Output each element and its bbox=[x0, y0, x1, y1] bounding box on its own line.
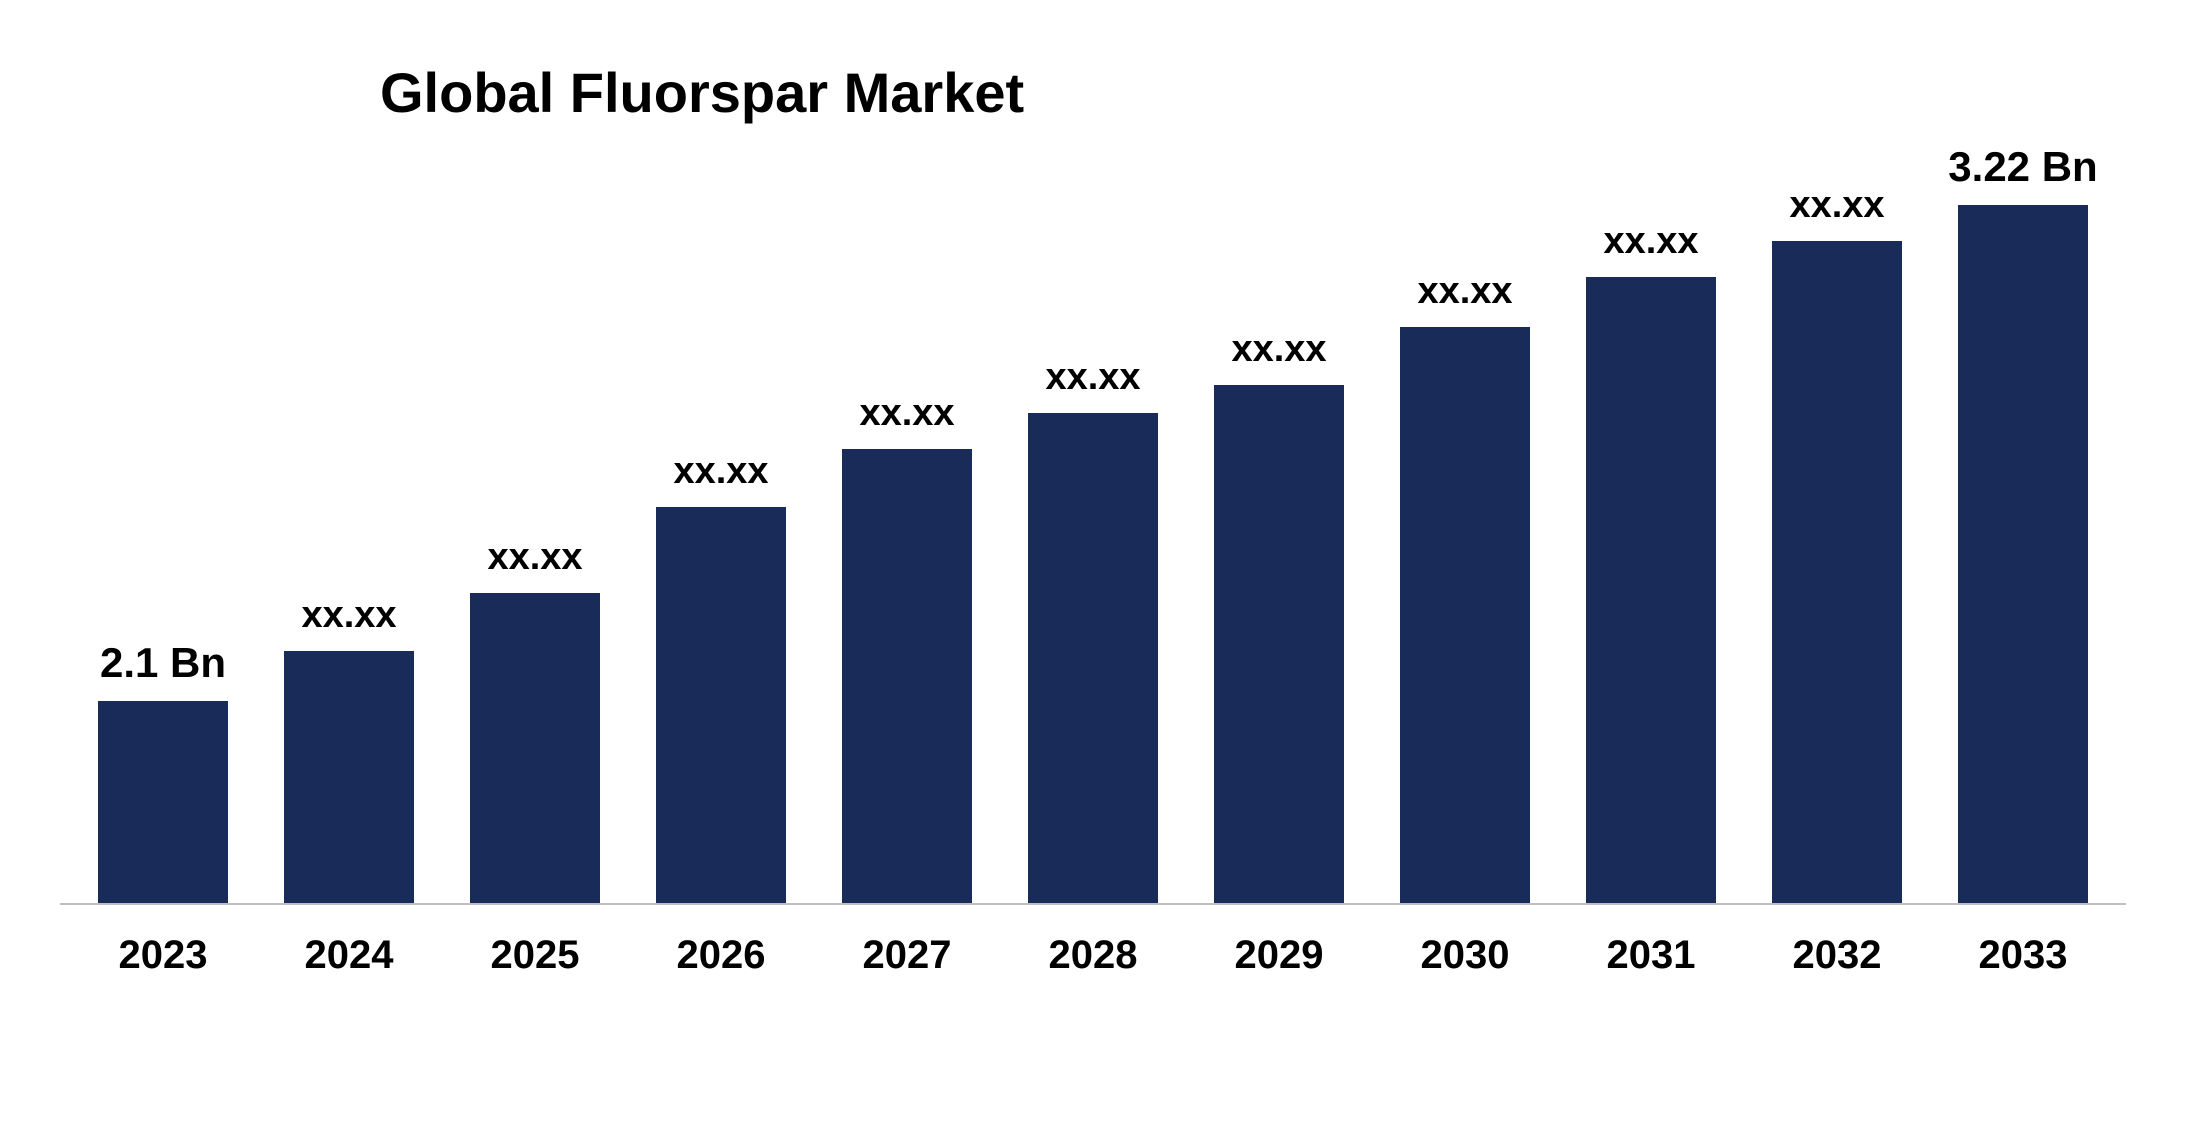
x-axis-label: 2031 bbox=[1558, 915, 1744, 995]
bar bbox=[284, 651, 414, 903]
x-axis-label: 2025 bbox=[442, 915, 628, 995]
x-axis-label: 2033 bbox=[1930, 915, 2116, 995]
bar-slot: xx.xx bbox=[1744, 185, 1930, 903]
bar-slot: xx.xx bbox=[1558, 185, 1744, 903]
x-axis-label: 2028 bbox=[1000, 915, 1186, 995]
x-axis-label: 2030 bbox=[1372, 915, 1558, 995]
bar bbox=[1214, 385, 1344, 903]
bars-row: 2.1 Bnxx.xxxx.xxxx.xxxx.xxxx.xxxx.xxxx.x… bbox=[60, 185, 2126, 905]
plot-area: 2.1 Bnxx.xxxx.xxxx.xxxx.xxxx.xxxx.xxxx.x… bbox=[60, 175, 2126, 995]
bar bbox=[656, 507, 786, 903]
bar bbox=[1586, 277, 1716, 903]
bar-slot: 3.22 Bn bbox=[1930, 185, 2116, 903]
chart-title: Global Fluorspar Market bbox=[380, 60, 2126, 125]
bar-slot: xx.xx bbox=[814, 185, 1000, 903]
x-axis-label: 2032 bbox=[1744, 915, 1930, 995]
bar bbox=[1028, 413, 1158, 903]
bar bbox=[1400, 327, 1530, 903]
bar-slot: xx.xx bbox=[1000, 185, 1186, 903]
bar bbox=[842, 449, 972, 903]
bar-slot: xx.xx bbox=[628, 185, 814, 903]
x-axis-row: 2023202420252026202720282029203020312032… bbox=[60, 915, 2126, 995]
bar-slot: 2.1 Bn bbox=[70, 185, 256, 903]
bar bbox=[470, 593, 600, 903]
x-axis-label: 2024 bbox=[256, 915, 442, 995]
chart-container: Global Fluorspar Market 2.1 Bnxx.xxxx.xx… bbox=[0, 0, 2186, 1132]
x-axis-label: 2029 bbox=[1186, 915, 1372, 995]
bar-value-label: 3.22 Bn bbox=[1837, 143, 2186, 191]
x-axis-label: 2027 bbox=[814, 915, 1000, 995]
bar-slot: xx.xx bbox=[442, 185, 628, 903]
x-axis-label: 2026 bbox=[628, 915, 814, 995]
bar bbox=[1772, 241, 1902, 903]
bar bbox=[98, 701, 228, 903]
x-axis-label: 2023 bbox=[70, 915, 256, 995]
bar bbox=[1958, 205, 2088, 903]
bar-slot: xx.xx bbox=[1372, 185, 1558, 903]
